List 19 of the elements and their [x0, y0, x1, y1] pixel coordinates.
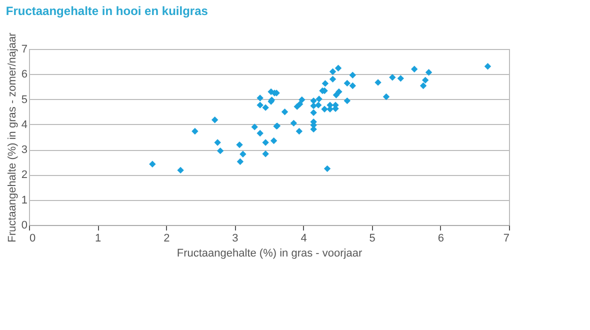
y-tick-label: 7: [21, 44, 28, 56]
y-axis-title: Fructaangehalte (%) in gras - zomer/najaar: [6, 32, 18, 242]
x-tick-label: 6: [438, 232, 444, 244]
x-axis-title: Fructaangehalte (%) in gras - voorjaar: [176, 248, 362, 260]
y-tick-label: 0: [21, 220, 28, 232]
y-tick-label: 2: [21, 169, 28, 182]
x-tick-label: 0: [30, 232, 36, 244]
x-tick-label: 2: [164, 232, 170, 244]
x-tick-label: 3: [232, 232, 238, 244]
y-tick-label: 5: [21, 94, 28, 106]
x-tick-label: 4: [300, 232, 307, 244]
y-tick-label: 1: [21, 194, 28, 206]
x-tick-label: 5: [369, 232, 376, 244]
chart-title: Fructaangehalte in hooi en kuilgras: [6, 4, 208, 18]
y-tick-label: 4: [21, 118, 28, 131]
y-tick-label: 6: [21, 68, 28, 81]
y-tick-label: 3: [21, 144, 28, 156]
x-tick-label: 7: [503, 232, 510, 244]
x-tick-label: 1: [95, 232, 102, 244]
